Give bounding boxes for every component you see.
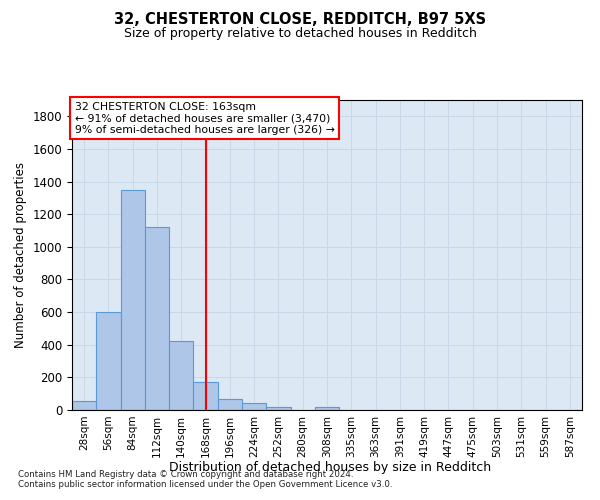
Text: Contains HM Land Registry data © Crown copyright and database right 2024.: Contains HM Land Registry data © Crown c… xyxy=(18,470,353,479)
Bar xyxy=(145,228,169,410)
Bar xyxy=(315,406,339,410)
Text: Size of property relative to detached houses in Redditch: Size of property relative to detached ho… xyxy=(124,28,476,40)
Y-axis label: Number of detached properties: Number of detached properties xyxy=(14,162,27,348)
Bar xyxy=(242,404,266,410)
Bar xyxy=(193,382,218,410)
Bar xyxy=(218,400,242,410)
Text: Distribution of detached houses by size in Redditch: Distribution of detached houses by size … xyxy=(169,461,491,474)
Bar xyxy=(96,312,121,410)
Bar xyxy=(169,342,193,410)
Text: Contains public sector information licensed under the Open Government Licence v3: Contains public sector information licen… xyxy=(18,480,392,489)
Bar xyxy=(121,190,145,410)
Bar xyxy=(72,401,96,410)
Bar xyxy=(266,406,290,410)
Text: 32 CHESTERTON CLOSE: 163sqm
← 91% of detached houses are smaller (3,470)
9% of s: 32 CHESTERTON CLOSE: 163sqm ← 91% of det… xyxy=(74,102,334,134)
Text: 32, CHESTERTON CLOSE, REDDITCH, B97 5XS: 32, CHESTERTON CLOSE, REDDITCH, B97 5XS xyxy=(114,12,486,28)
